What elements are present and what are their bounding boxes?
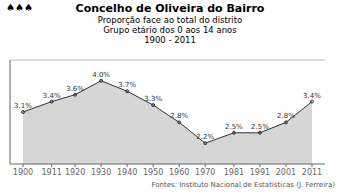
svg-text:2.5%: 2.5% <box>251 123 269 131</box>
html-text:Concelho de Oliveira do Bairro: Concelho de Oliveira do Bairro <box>75 2 265 15</box>
svg-text:3.4%: 3.4% <box>43 92 61 100</box>
svg-text:3.1%: 3.1% <box>14 102 32 110</box>
svg-text:1950: 1950 <box>143 168 163 177</box>
svg-text:3.7%: 3.7% <box>118 81 136 89</box>
svg-text:3.6%: 3.6% <box>66 85 84 93</box>
svg-text:3.3%: 3.3% <box>144 95 162 103</box>
svg-text:2.2%: 2.2% <box>196 133 214 141</box>
svg-text:1970: 1970 <box>195 168 215 177</box>
svg-text:2.5%: 2.5% <box>225 123 243 131</box>
html-text:1900 - 2011: 1900 - 2011 <box>144 35 196 45</box>
html-text:Fontes: Instituto Nacional de: Fontes: Instituto Nacional de Estatístic… <box>151 181 335 189</box>
svg-text:1981: 1981 <box>224 168 244 177</box>
svg-text:2011: 2011 <box>302 168 322 177</box>
html-text:Grupo etário dos 0 aos 14 anos: Grupo etário dos 0 aos 14 anos <box>103 25 237 35</box>
svg-text:2.8%: 2.8% <box>277 112 295 120</box>
svg-text:3.4%: 3.4% <box>303 92 321 100</box>
svg-text:1991: 1991 <box>250 168 270 177</box>
svg-text:1900: 1900 <box>13 168 33 177</box>
svg-text:1940: 1940 <box>117 168 137 177</box>
html-text:Proporção face ao total do dis: Proporção face ao total do distrito <box>97 15 243 25</box>
svg-text:1960: 1960 <box>169 168 189 177</box>
svg-text:1911: 1911 <box>41 168 61 177</box>
svg-text:4.0%: 4.0% <box>92 71 110 79</box>
svg-text:2.8%: 2.8% <box>170 112 188 120</box>
svg-text:1920: 1920 <box>65 168 85 177</box>
svg-text:1930: 1930 <box>91 168 111 177</box>
svg-text:2001: 2001 <box>276 168 296 177</box>
